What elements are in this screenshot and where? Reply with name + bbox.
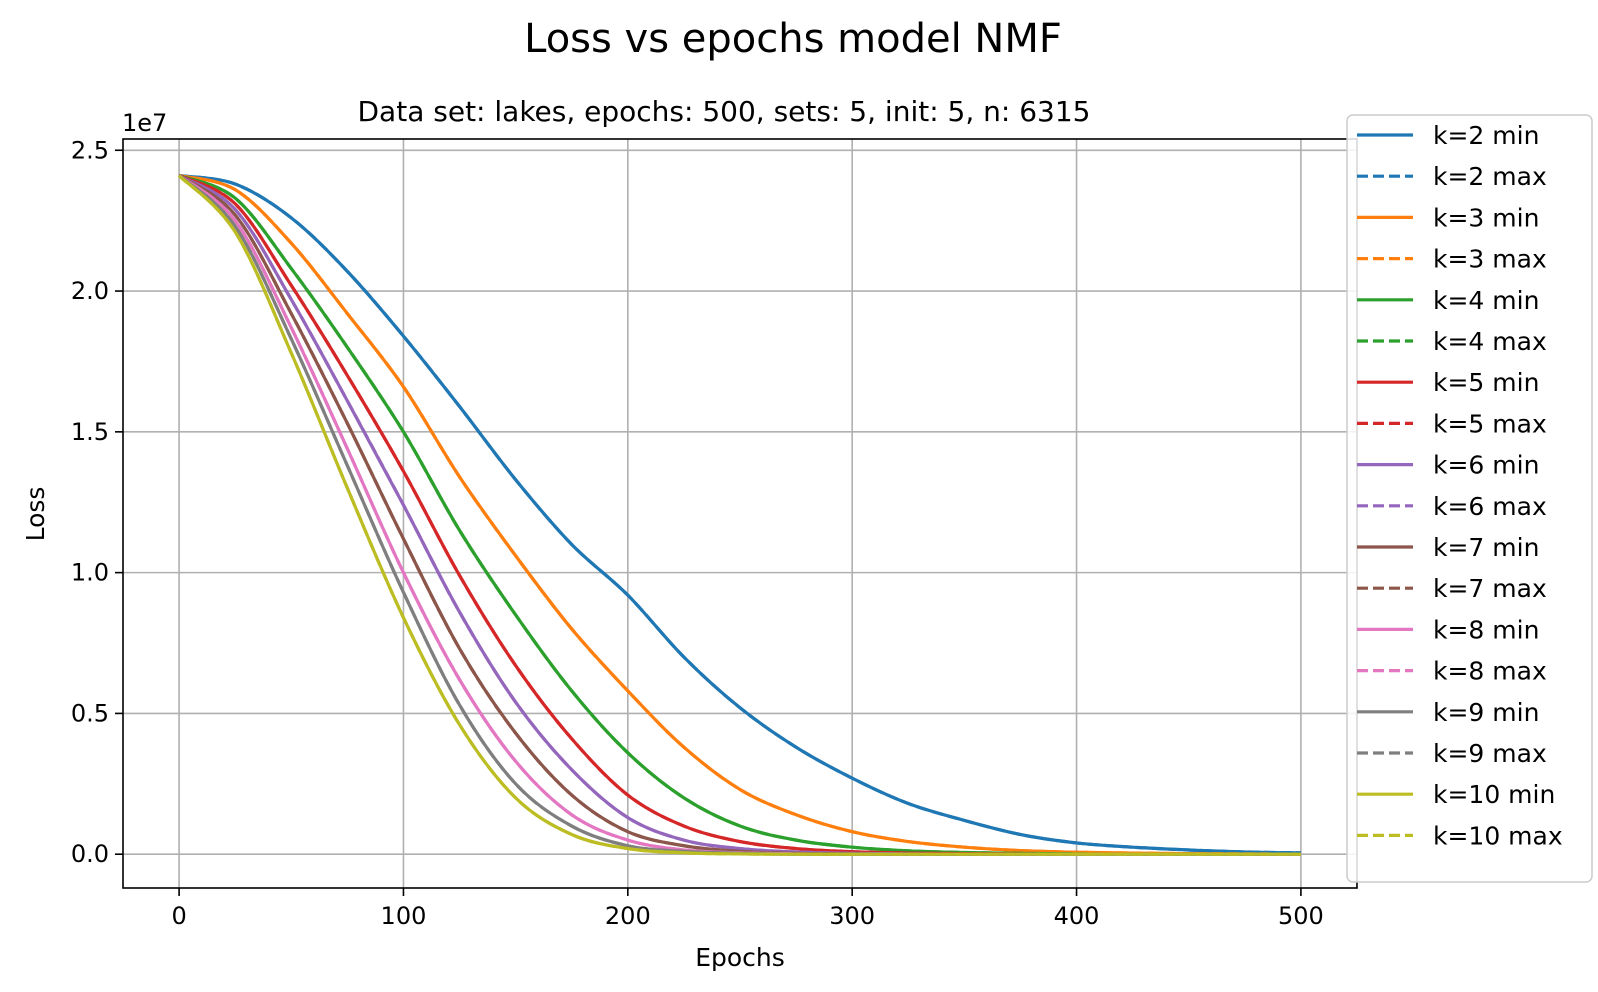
legend-entry-label: k=6 max [1433,492,1547,521]
legend-entry-label: k=6 min [1433,451,1539,480]
series-line-k-2-max [178,174,1301,855]
legend-entry-label: k=3 max [1433,245,1547,274]
x-tick-label: 500 [1278,902,1324,930]
x-tick-label: 200 [605,902,651,930]
y-tick-label: 0.5 [71,699,109,727]
legend-entry-label: k=3 min [1433,203,1539,232]
chart-subtitle: Data set: lakes, epochs: 500, sets: 5, i… [358,95,1091,128]
series-line-k-3-max [178,174,1301,856]
series-line-k-10-max [177,174,1301,856]
legend-entry-label: k=9 max [1433,739,1547,768]
legend-entry-label: k=5 max [1433,409,1547,438]
x-tick-label: 400 [1054,902,1100,930]
y-tick-label: 2.5 [71,136,109,164]
y-tick-label: 1.0 [71,559,109,587]
y-axis-label: Loss [21,487,50,542]
legend-frame [1346,114,1593,883]
y-tick-label: 2.0 [71,277,109,305]
legend-entry-label: k=4 min [1433,286,1539,315]
legend-entry-label: k=8 min [1433,615,1539,644]
legend-entry-label: k=7 max [1433,574,1547,603]
y-offset-label: 1e7 [122,109,167,137]
chart-title: Loss vs epochs model NMF [524,16,1062,62]
legend-entry-label: k=10 max [1433,821,1563,850]
legend: k=2 min k=2 max k=3 min k=3 max k=4 min k=4 m… [1346,114,1593,883]
legend-entry-label: k=5 min [1433,368,1539,397]
legend-entry-label: k=4 max [1433,327,1547,356]
legend-entry-label: k=7 min [1433,533,1539,562]
y-tick-label: 1.5 [71,418,109,446]
legend-entry-label: k=10 min [1433,780,1555,809]
x-tick-label: 0 [171,902,186,930]
x-axis-ticks: 0 100 200 300 400 500 [171,888,1324,930]
legend-entry-label: k=2 max [1433,162,1547,191]
y-axis-ticks: 0.0 0.5 1.0 1.5 2.0 2.5 [71,136,123,868]
y-tick-label: 0.0 [71,840,109,868]
x-axis-label: Epochs [695,943,785,972]
x-tick-label: 300 [829,902,875,930]
x-tick-label: 100 [381,902,427,930]
legend-entry-label: k=8 max [1433,657,1547,686]
plot-lines [177,174,1301,856]
legend-entry-label: k=9 min [1433,698,1539,727]
legend-entry-label: k=2 min [1433,121,1539,150]
